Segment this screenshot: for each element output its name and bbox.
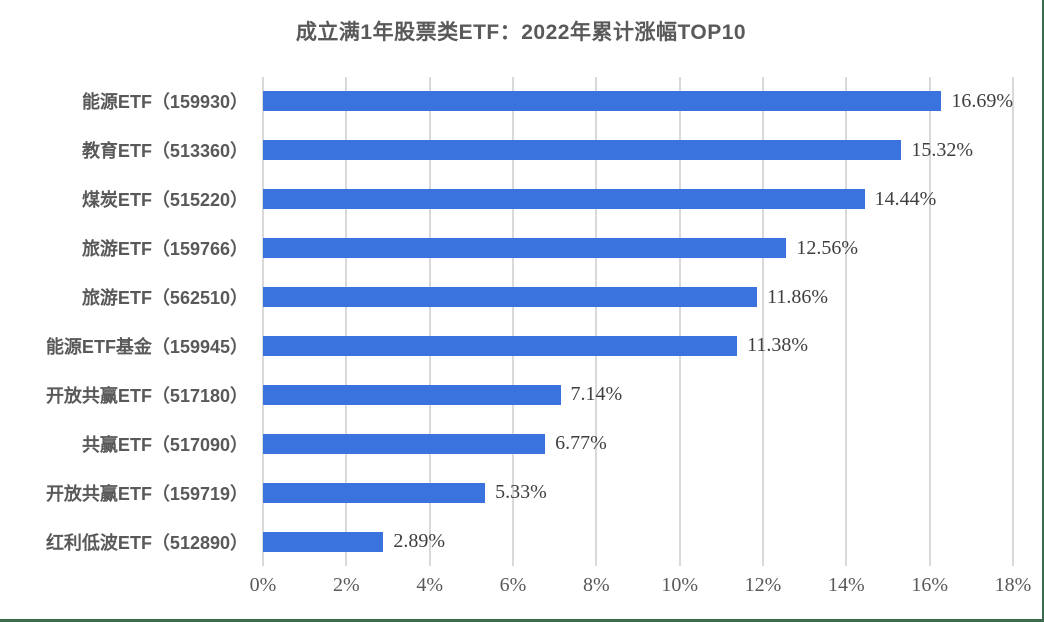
category-label: 能源ETF基金（159945） (45, 336, 248, 357)
bar-row: 11.38% (263, 322, 1013, 371)
bar-value-label: 12.56% (796, 236, 858, 259)
bar-row: 15.32% (263, 126, 1013, 175)
bar-value-label: 7.14% (570, 383, 623, 406)
bar-value-label: 11.38% (747, 334, 809, 357)
bar (263, 384, 561, 405)
bar-series: 16.69% 15.32% 14.44% 12.56% 11.86% 11.38% 7.14… (263, 77, 1013, 566)
bar-value-label: 14.44% (874, 187, 937, 210)
gridline (762, 77, 764, 566)
category-label: 红利低波ETF（512890） (45, 532, 248, 553)
gridline (512, 77, 514, 566)
bar-row: 16.69% (263, 77, 1013, 126)
category-label: 开放共赢ETF（159719） (45, 483, 248, 504)
bar-value-label: 5.33% (495, 481, 547, 504)
x-tick-label: 6% (499, 574, 527, 596)
bar-row: 11.86% (263, 273, 1013, 322)
bar-value-label: 11.86% (767, 285, 829, 308)
x-tick-label: 8% (582, 574, 610, 596)
bar-row: 14.44% (263, 175, 1013, 224)
x-tick-label: 0% (249, 574, 277, 596)
category-label: 旅游ETF（159766） (81, 239, 248, 260)
x-axis: 0% 2% 4% 6% 8% 10% 12% 14% 16% 18% (250, 574, 1032, 602)
category-label: 旅游ETF（562510） (81, 288, 248, 309)
bar-value-label: 2.89% (393, 530, 446, 553)
category-axis: 能源ETF（159930） 教育ETF（513360） 煤炭ETF（515220） 旅… (0, 77, 248, 566)
gridline (845, 77, 848, 566)
gridline (345, 77, 348, 566)
gridline (428, 77, 431, 566)
category-label: 煤炭ETF（515220） (81, 190, 248, 211)
category-label: 开放共赢ETF（517180） (45, 385, 248, 406)
bar (263, 482, 486, 503)
bar-row: 5.33% (263, 468, 1013, 517)
bar-row: 7.14% (263, 370, 1013, 419)
gridline (678, 77, 681, 566)
bar-value-label: 6.77% (555, 432, 607, 455)
bar-value-label: 16.69% (951, 89, 1013, 112)
bar-row: 12.56% (263, 224, 1013, 273)
bar (263, 335, 738, 356)
bar (263, 287, 758, 308)
bar (263, 433, 546, 454)
bar (263, 91, 942, 112)
gridline (928, 77, 931, 566)
x-tick-label: 2% (332, 574, 360, 596)
gridline (1012, 77, 1014, 566)
bar-row: 2.89% (263, 517, 1013, 566)
category-label: 能源ETF（159930） (81, 92, 248, 113)
category-label: 教育ETF（513360） (81, 141, 248, 162)
x-tick-label: 14% (827, 574, 865, 596)
gridline (595, 77, 598, 566)
bar (263, 531, 384, 552)
bar-value-label: 15.32% (911, 138, 973, 161)
bar (263, 238, 787, 259)
bar (263, 140, 902, 161)
plot-area: 16.69% 15.32% 14.44% 12.56% 11.86% 11.38% 7.14… (262, 77, 1014, 566)
x-tick-label: 4% (416, 574, 443, 596)
bar-row: 6.77% (263, 419, 1013, 468)
x-tick-label: 18% (994, 574, 1032, 596)
x-tick-label: 10% (661, 574, 698, 596)
bar (263, 189, 865, 210)
gridline (262, 77, 264, 566)
x-tick-label: 12% (744, 574, 782, 596)
category-label: 共赢ETF（517090） (81, 434, 248, 455)
x-tick-label: 16% (911, 574, 948, 596)
chart-title: 成立满1年股票类ETF：2022年累计涨幅TOP10 (295, 21, 747, 44)
